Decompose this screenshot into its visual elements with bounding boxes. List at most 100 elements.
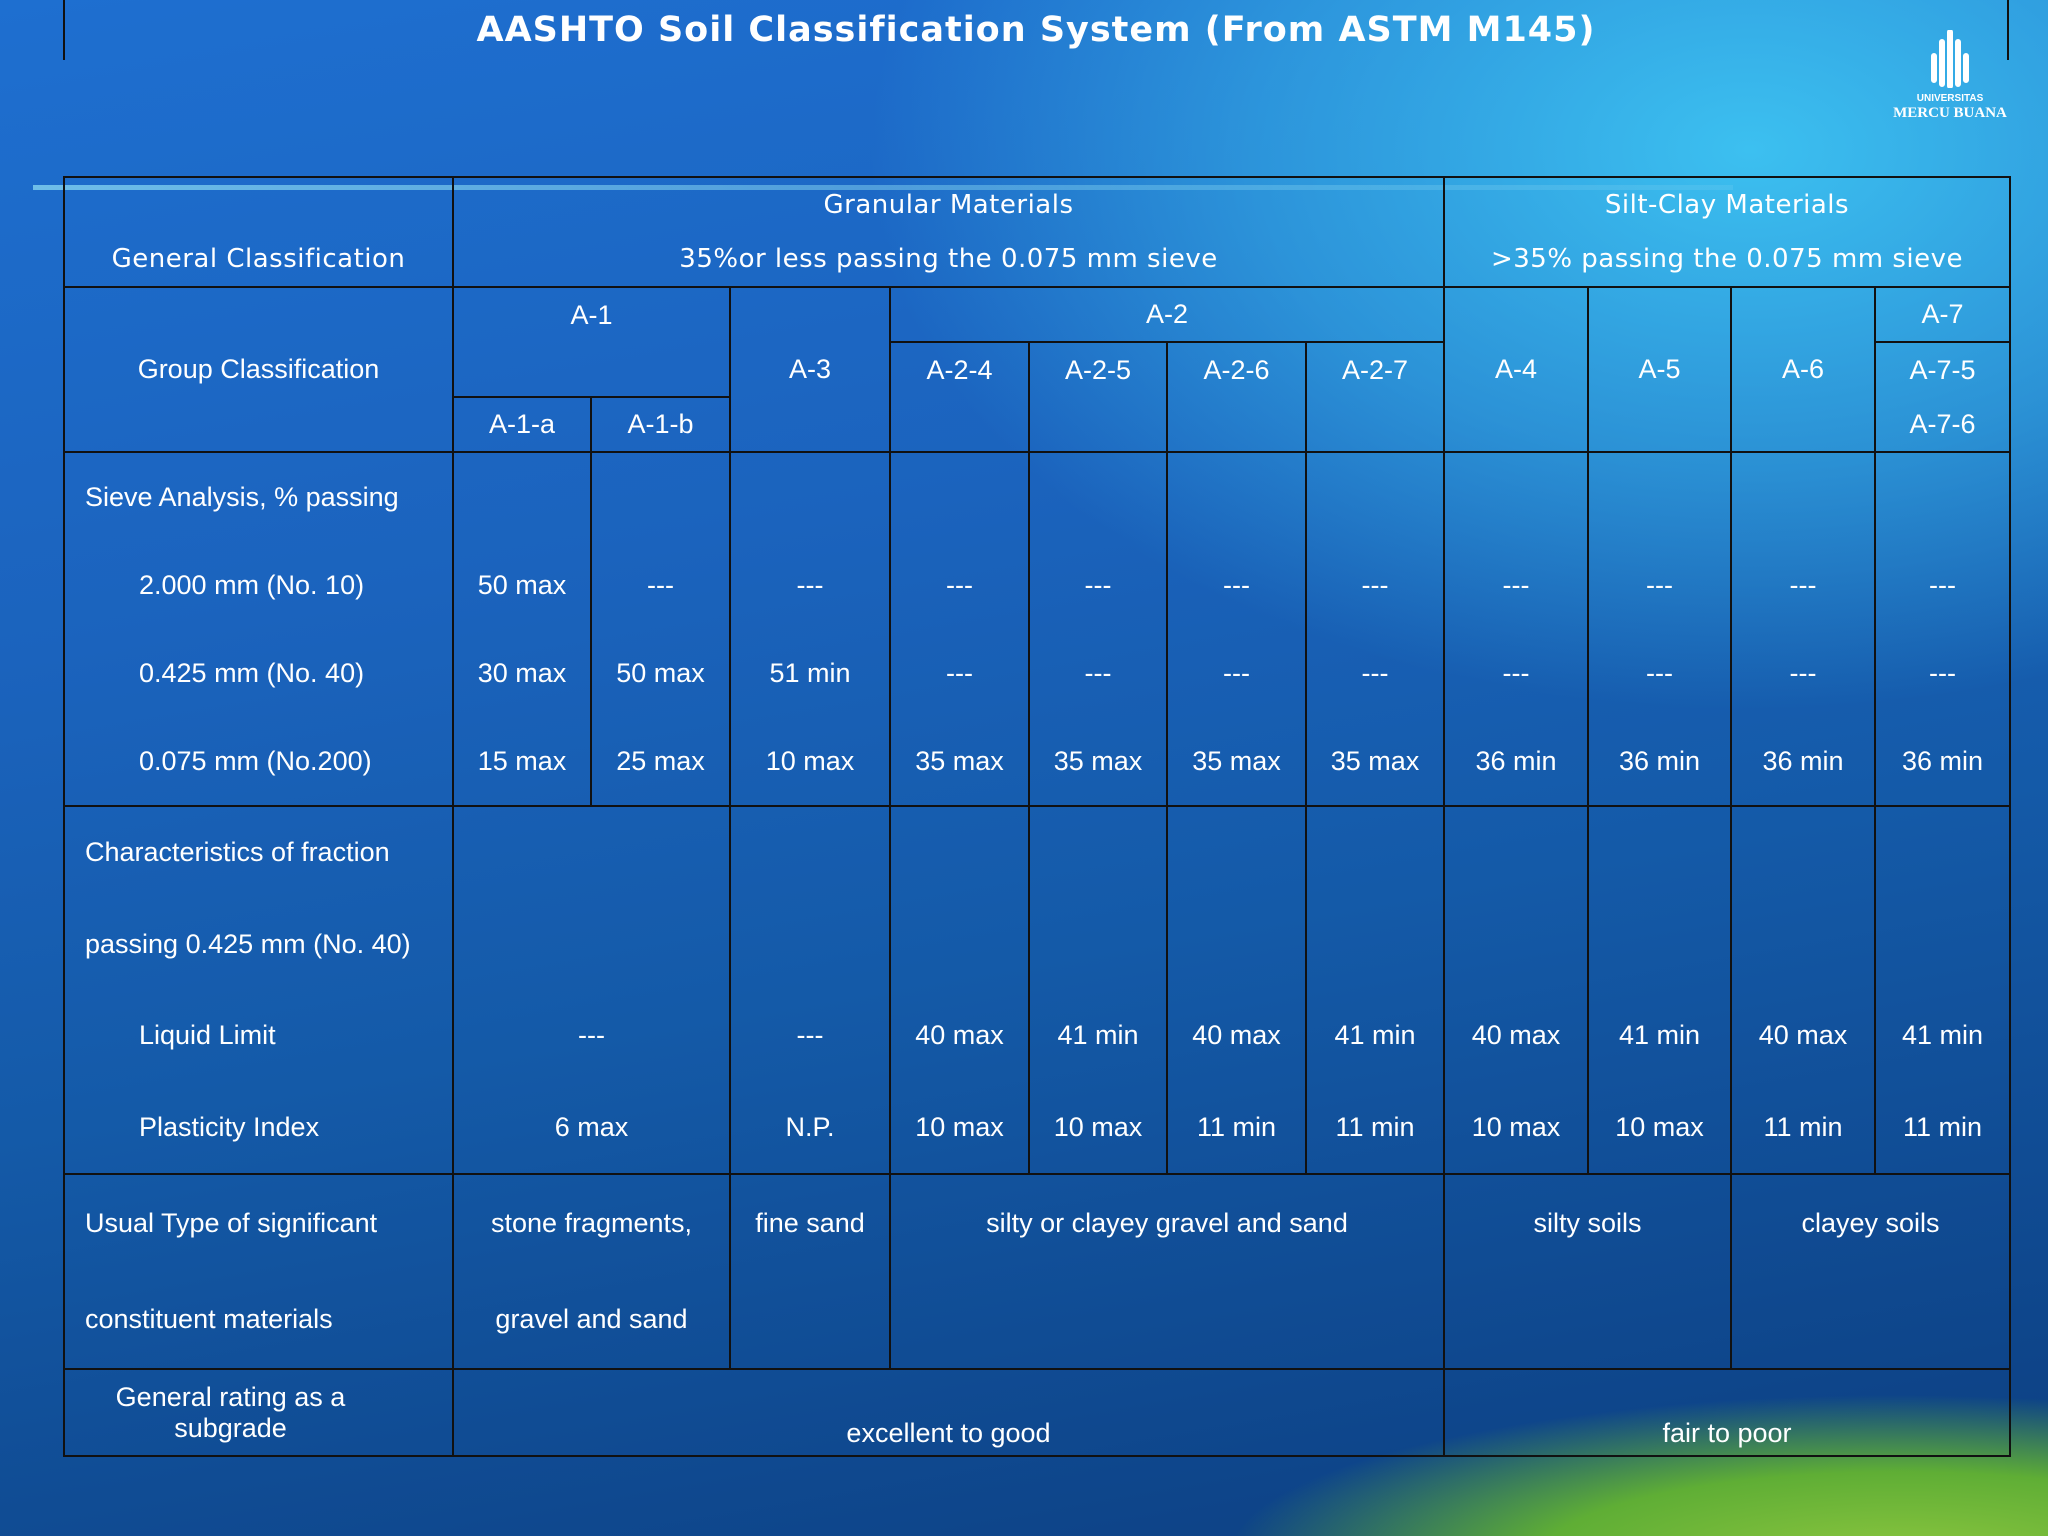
table-cell: Characteristics of fraction passing 0.425… — [65, 807, 454, 1175]
cell-text: 15 max — [477, 745, 567, 776]
cell-text: --- — [796, 569, 824, 600]
table-cell: A-2-7 — [1307, 343, 1445, 453]
table-cell: silty soils — [1445, 1175, 1732, 1370]
cell-text: --- — [1502, 657, 1530, 688]
table-cell: --- --- 36 min — [1589, 453, 1732, 807]
cell-text: --- — [796, 1020, 824, 1051]
table-cell: --- 6 max — [454, 807, 731, 1175]
cell-text: General rating as a subgrade — [115, 1381, 346, 1443]
cell-text: 50 max — [477, 569, 567, 600]
cell-text: clayey soils — [1801, 1207, 1940, 1238]
cell-text: silty soils — [1533, 1207, 1642, 1238]
cell-text: 11 min — [1763, 1111, 1843, 1142]
cell-text: 41 min — [1901, 1020, 1984, 1051]
table-cell: General Classification — [65, 178, 454, 288]
table-cell: A-2-4 — [891, 343, 1030, 453]
cell-text: 11 min — [1902, 1111, 1983, 1142]
table-cell: A-1-a — [454, 398, 592, 453]
cell-text: Liquid Limit — [139, 1020, 276, 1051]
table-cell: A-7 — [1876, 288, 2011, 343]
cell-text: 6 max — [554, 1111, 629, 1142]
cell-text: A-1-b — [627, 409, 694, 439]
table-cell: 41 min 11 min — [1307, 807, 1445, 1175]
table-cell: General rating as a subgrade — [65, 1370, 454, 1457]
cell-text: 30 max — [477, 657, 567, 688]
cell-text: Usual Type of significant — [85, 1207, 378, 1238]
logo-name: MERCU BUANA — [1893, 105, 2007, 121]
cell-text: 41 min — [1618, 1020, 1701, 1051]
table-cell: 50 max 30 max 15 max — [454, 453, 592, 807]
cell-text: A-1-a — [488, 409, 556, 439]
cell-text: 0.425 mm (No. 40) — [139, 657, 365, 688]
cell-text: --- — [946, 657, 973, 688]
cell-text: --- — [1084, 569, 1112, 600]
table-cell: --- --- 35 max — [1168, 453, 1307, 807]
cell-text: 10 max — [915, 1111, 1004, 1142]
table-cell: 41 min 10 max — [1030, 807, 1168, 1175]
cell-text: 40 max — [1192, 1020, 1281, 1051]
table-cell: A-7-5 A-7-6 — [1876, 343, 2011, 453]
cell-text: 10 max — [1615, 1111, 1704, 1142]
cell-text: Group Classification — [137, 354, 380, 384]
cell-text: --- — [1929, 569, 1956, 600]
cell-text: 11 min — [1335, 1111, 1415, 1142]
table-cell: --- --- 35 max — [1030, 453, 1168, 807]
cell-text: A-3 — [788, 354, 832, 384]
table-cell: excellent to good — [454, 1370, 1445, 1457]
title: AASHTO Soil Classification System (From … — [476, 10, 1596, 50]
cell-text: 51 min — [769, 657, 851, 688]
cell-text: N.P. — [785, 1111, 835, 1142]
table-cell: A-3 — [731, 288, 891, 453]
cell-text: A-1 — [570, 299, 613, 330]
table-cell: --- --- 36 min — [1445, 453, 1589, 807]
cell-text: A-2-6 — [1203, 354, 1270, 385]
cell-text: --- — [1502, 569, 1530, 600]
cell-text: 41 min — [1334, 1020, 1416, 1051]
cell-text: 40 max — [915, 1020, 1004, 1051]
table-cell: A-5 — [1589, 288, 1732, 453]
cell-text: --- — [946, 569, 973, 600]
cell-text: 35 max — [915, 745, 1004, 776]
cell-text: 35%or less passing the 0.075 mm sieve — [679, 244, 1218, 274]
cell-text: 36 min — [1901, 745, 1984, 776]
cell-text: 40 max — [1758, 1020, 1848, 1051]
cell-text: --- — [1789, 657, 1817, 688]
cell-text: A-2-5 — [1064, 354, 1132, 385]
table-cell: 40 max 10 max — [891, 807, 1030, 1175]
cell-text: --- — [1646, 657, 1673, 688]
table-cell: --- --- 35 max — [1307, 453, 1445, 807]
cell-text: --- — [578, 1020, 605, 1051]
cell-text: Plasticity Index — [139, 1111, 320, 1142]
table-cell: stone fragments, gravel and sand — [454, 1175, 731, 1370]
cell-text: constituent materials — [85, 1304, 333, 1335]
table-cell: --- 50 max 25 max — [592, 453, 731, 807]
table-cell: Usual Type of significant constituent mat… — [65, 1175, 454, 1370]
cell-text: 25 max — [616, 745, 705, 776]
cell-text: --- — [1361, 569, 1389, 600]
cell-text: 40 max — [1471, 1020, 1561, 1051]
cell-text: A-2-7 — [1341, 354, 1409, 385]
table-cell: A-2-6 — [1168, 343, 1307, 453]
cell-text: 2.000 mm (No. 10) — [139, 569, 365, 600]
cell-text: 10 max — [1053, 1111, 1143, 1142]
table-cell: A-1 — [454, 288, 731, 398]
table-cell: --- --- 35 max — [891, 453, 1030, 807]
table-cell: A-2-5 — [1030, 343, 1168, 453]
cell-text: A-7 — [1921, 299, 1964, 329]
cell-text: excellent to good — [846, 1418, 1051, 1449]
cell-text: stone fragments, — [490, 1207, 693, 1238]
table-cell: A-2 — [891, 288, 1445, 343]
table-cell: fair to poor — [1445, 1370, 2011, 1457]
table-cell: A-1-b — [592, 398, 731, 453]
table-cell: A-6 — [1732, 288, 1876, 453]
cell-text: --- — [1084, 657, 1112, 688]
table-cell: 40 max 11 min — [1732, 807, 1876, 1175]
cell-text: Characteristics of fraction — [85, 837, 390, 868]
cell-text: --- — [1223, 657, 1250, 688]
cell-text: --- — [1929, 657, 1956, 688]
cell-text: A-2 — [1145, 299, 1189, 329]
cell-text: A-5 — [1638, 354, 1681, 384]
cell-text: 35 max — [1192, 745, 1281, 776]
table-cell: 40 max 10 max — [1445, 807, 1589, 1175]
cell-text: 50 max — [616, 657, 705, 688]
